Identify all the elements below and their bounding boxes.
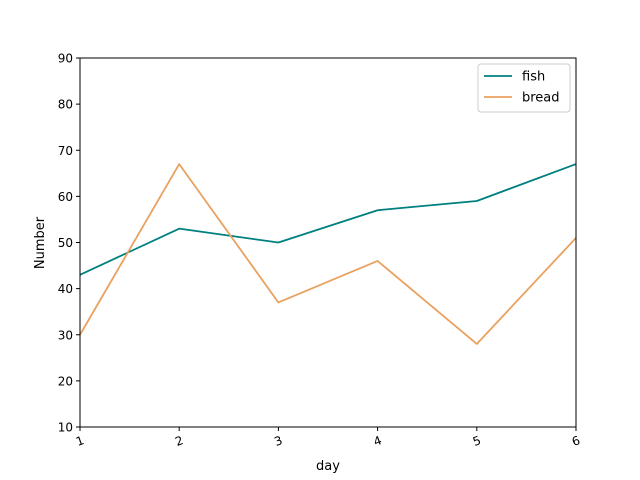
x-tick-label: 3 [272,433,284,449]
y-axis-label: Number [33,216,48,269]
y-axis: 10 20 30 40 50 60 70 80 90 [58,52,80,435]
legend-label-bread: bread [522,91,560,106]
y-tick-label: 60 [58,190,73,204]
x-tick-label: 4 [372,433,384,449]
x-axis-label: day [316,459,340,474]
legend-label-fish: fish [522,70,545,85]
y-tick-label: 30 [58,328,73,342]
legend: fish bread [477,63,571,113]
series-line-bread [79,163,577,345]
y-tick-label: 50 [58,236,73,250]
x-axis: 1 2 3 4 5 6 [74,427,582,449]
y-tick-label: 80 [58,98,73,112]
y-tick-label: 20 [58,374,73,388]
series-line-fish [79,163,577,276]
x-tick-label: 1 [74,433,86,449]
y-tick-label: 90 [58,52,73,66]
y-tick-label: 10 [58,421,73,435]
x-tick-label: 5 [471,433,483,449]
series-layer [79,163,577,345]
x-tick-label: 6 [570,433,582,449]
y-tick-label: 40 [58,282,73,296]
y-tick-label: 70 [58,144,73,158]
x-tick-label: 2 [173,433,185,449]
